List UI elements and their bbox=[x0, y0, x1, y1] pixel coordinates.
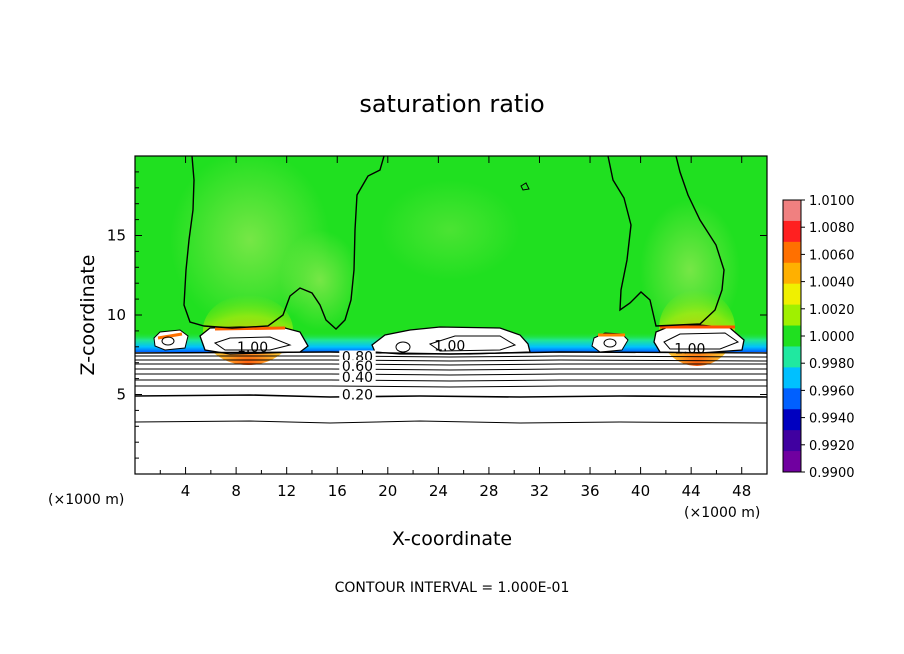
x-tick-label: 20 bbox=[378, 482, 397, 500]
colorbar-swatch bbox=[783, 283, 801, 306]
contour-line bbox=[135, 385, 767, 388]
plot-area: 1.00 1.00 1.000.800.600.400.20 bbox=[135, 156, 767, 474]
colorbar-tick-label: 0.9920 bbox=[809, 439, 855, 454]
contour-line bbox=[135, 351, 767, 355]
x-tick-label: 12 bbox=[277, 482, 296, 500]
cloud-contour bbox=[395, 341, 411, 353]
colorbar-swatch bbox=[783, 241, 801, 264]
colorbar-swatch bbox=[783, 388, 801, 410]
colorbar-swatch bbox=[783, 220, 801, 243]
y-tick-label: 15 bbox=[107, 227, 126, 245]
y-axis-label: Z-coordinate bbox=[77, 255, 99, 376]
colorbar-swatch bbox=[783, 346, 801, 368]
contour-labels: 1.00 1.00 1.000.800.600.400.20 bbox=[237, 338, 706, 404]
colorbar-tick-label: 1.0040 bbox=[809, 276, 855, 291]
cloud-edge bbox=[157, 332, 183, 340]
contour-label: 1.00 bbox=[674, 342, 705, 358]
colorbar-tick-label: 1.0100 bbox=[809, 194, 855, 209]
contour-line-0.40 bbox=[135, 379, 767, 382]
contour-line-1.00 bbox=[183, 156, 385, 330]
contour-label: 1.00 bbox=[434, 338, 465, 354]
x-tick-label: 16 bbox=[328, 482, 347, 500]
contour-label-bg bbox=[339, 371, 376, 384]
colorbar-tick-label: 0.9900 bbox=[809, 466, 855, 481]
contour-line-0.20 bbox=[135, 394, 767, 398]
contour-label: 0.20 bbox=[342, 388, 373, 404]
x-unit-right: (×1000 m) bbox=[684, 505, 760, 521]
cloud-contour bbox=[428, 335, 517, 352]
chart-title: saturation ratio bbox=[359, 90, 544, 118]
y-tick-label: 5 bbox=[116, 386, 126, 404]
contour-label-bg bbox=[339, 388, 376, 401]
colorbar-swatch bbox=[783, 304, 801, 327]
x-unit-left: (×1000 m) bbox=[48, 492, 124, 508]
contour-label: 1.00 bbox=[237, 340, 268, 356]
x-tick-label: 32 bbox=[530, 482, 549, 500]
contour-interval-note: CONTOUR INTERVAL = 1.000E-01 bbox=[335, 580, 570, 596]
x-tick-label: 44 bbox=[682, 482, 701, 500]
x-tick-label: 40 bbox=[631, 482, 650, 500]
contour-line-1.00 bbox=[607, 156, 725, 327]
x-tick-label: 8 bbox=[231, 482, 241, 500]
colorbar-swatch bbox=[783, 262, 801, 285]
y-tick-label: 10 bbox=[107, 306, 126, 324]
colorbar-swatch bbox=[783, 367, 801, 389]
x-tick-label: 48 bbox=[732, 482, 751, 500]
contour-line bbox=[135, 359, 767, 362]
colorbar-tick-label: 0.9960 bbox=[809, 384, 855, 399]
colorbar: 1.0100 1.0080 1.0060 1.0040 1.0020 1.0000 0.99… bbox=[782, 194, 855, 481]
colorbar-tick-label: 1.0000 bbox=[809, 330, 855, 345]
colorbar-tick-label: 1.0020 bbox=[809, 303, 855, 318]
contour-label-bg bbox=[339, 360, 376, 373]
cloud-contour bbox=[213, 336, 292, 351]
x-tick-label: 24 bbox=[429, 482, 448, 500]
cloud-contour bbox=[161, 336, 175, 346]
contour-label: 0.40 bbox=[342, 370, 373, 386]
x-tick-label: 4 bbox=[181, 482, 191, 500]
contour-line-0.80 bbox=[135, 363, 767, 366]
colorbar-swatch bbox=[783, 325, 801, 347]
contour-line bbox=[135, 373, 767, 376]
cloud-contour bbox=[663, 332, 740, 350]
contour-line bbox=[135, 420, 767, 424]
lighter-patch bbox=[280, 230, 360, 330]
x-axis-label: X-coordinate bbox=[392, 528, 512, 550]
colorbar-swatch bbox=[783, 451, 801, 473]
x-tick-label: 28 bbox=[479, 482, 498, 500]
colorbar-tick-label: 1.0080 bbox=[809, 221, 855, 236]
y-axis: 5 10 15 bbox=[107, 171, 767, 459]
contour-line bbox=[135, 355, 767, 358]
cloud-region bbox=[591, 332, 629, 353]
colorbar-tick-label: 0.9980 bbox=[809, 357, 855, 372]
contour-label: 0.60 bbox=[342, 359, 373, 375]
lighter-patch bbox=[380, 180, 520, 280]
colorbar-swatch bbox=[783, 409, 801, 431]
cloud-contour bbox=[603, 338, 617, 348]
colorbar-swatch bbox=[783, 430, 801, 452]
cloud-region bbox=[153, 329, 189, 351]
cloud-edge bbox=[214, 326, 286, 331]
colorbar-swatch bbox=[783, 200, 801, 222]
x-tick-label: 36 bbox=[580, 482, 599, 500]
colorbar-tick-label: 1.0060 bbox=[809, 248, 855, 263]
contour-stack bbox=[135, 351, 767, 424]
contour-line-0.60 bbox=[135, 368, 767, 371]
contour-line-1.00 bbox=[520, 182, 530, 191]
colorbar-tick-label: 0.9940 bbox=[809, 412, 855, 427]
contour-label-bg bbox=[339, 350, 376, 363]
x-axis: 4 8 12 16 20 24 28 32 36 40 44 48 bbox=[159, 156, 751, 500]
